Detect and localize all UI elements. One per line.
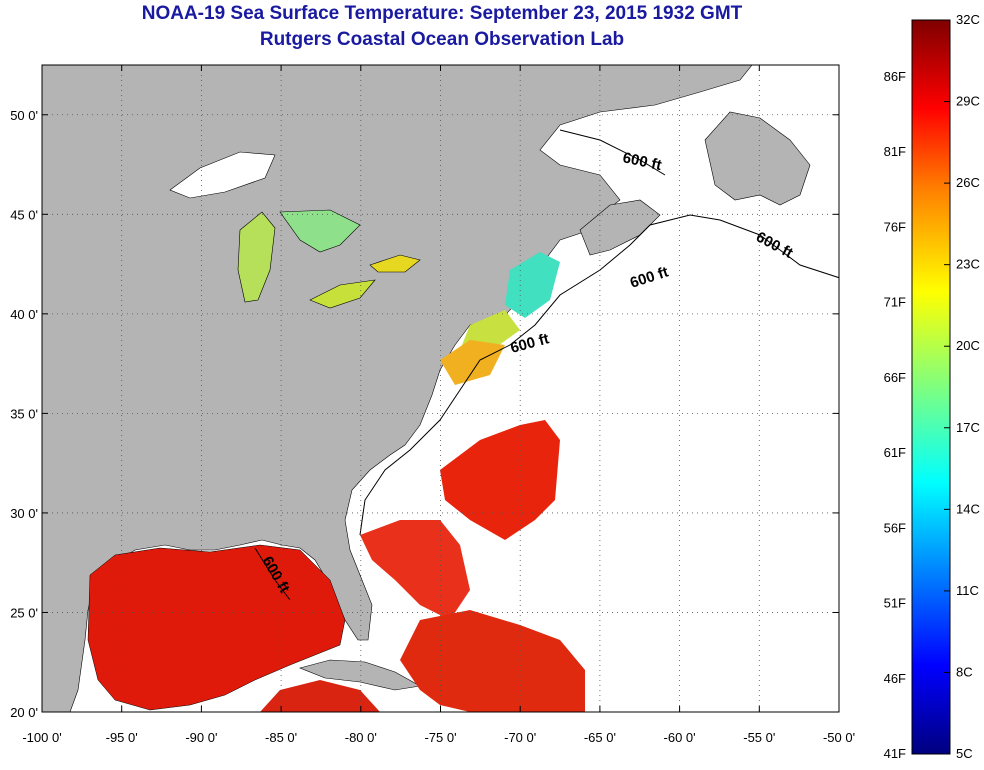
colorbar-fahrenheit-label: 51F — [884, 596, 906, 611]
colorbar-celsius-label: 26C — [956, 175, 980, 190]
latitude-axis: 20 0' 25 0' 30 0' 35 0' 40 0' 45 0' 50 0' — [10, 108, 839, 720]
y-tick-label: 40 0' — [10, 307, 38, 322]
y-tick-label: 45 0' — [10, 207, 38, 222]
map-title: NOAA-19 Sea Surface Temperature: Septemb… — [141, 3, 743, 24]
x-tick-label: -50 0' — [823, 730, 855, 745]
colorbar-fahrenheit-label: 81F — [884, 144, 906, 159]
colorbar-fahrenheit-label: 56F — [884, 520, 906, 535]
colorbar-fahrenheit-label: 86F — [884, 69, 906, 84]
x-tick-label: -90 0' — [185, 730, 217, 745]
contour-600ft — [254, 129, 839, 601]
colorbar-celsius-label: 20C — [956, 338, 980, 353]
y-tick-label: 20 0' — [10, 705, 38, 720]
colorbar-fahrenheit-label: 76F — [884, 219, 906, 234]
colorbar-celsius-label: 17C — [956, 420, 980, 435]
x-tick-label: -70 0' — [504, 730, 536, 745]
colorbar-fahrenheit-label: 61F — [884, 445, 906, 460]
colorbar-celsius-label: 11C — [956, 583, 979, 598]
longitude-axis: -100 0' -95 0' -90 0' -85 0' -80 0' -75 0' -70… — [22, 65, 855, 745]
x-tick-label: -95 0' — [106, 730, 138, 745]
sst-gulf-of-mexico — [87, 544, 346, 711]
land-newfoundland — [704, 111, 811, 206]
colorbar-celsius-label: 23C — [956, 257, 980, 272]
colorbar-celsius-label: 5C — [956, 746, 973, 761]
colorbar-fahrenheit-label: 46F — [884, 671, 906, 686]
colorbar-fahrenheit-label: 71F — [884, 295, 906, 310]
y-tick-label: 30 0' — [10, 506, 38, 521]
y-tick-label: 50 0' — [10, 108, 38, 123]
sst-warm-waters — [260, 420, 585, 712]
colorbar-celsius-label: 14C — [956, 501, 980, 516]
y-tick-label: 35 0' — [10, 406, 38, 421]
colorbar-fahrenheit-label: 41F — [884, 746, 906, 761]
x-tick-label: -75 0' — [424, 730, 456, 745]
x-tick-label: -65 0' — [584, 730, 616, 745]
x-tick-label: -80 0' — [345, 730, 377, 745]
colorbar-celsius-label: 29C — [956, 94, 980, 109]
sst-northeast-waters — [440, 252, 560, 385]
colorbar: 32C 29C 26C 23C 20C 17C 14C 11C 8C 5C 86F 81F 76F 71F… — [884, 12, 980, 761]
colorbar-gradient — [911, 19, 951, 755]
x-tick-label: -55 0' — [743, 730, 775, 745]
colorbar-celsius-label: 8C — [956, 664, 973, 679]
great-lakes — [169, 151, 421, 309]
colorbar-fahrenheit-label: 66F — [884, 370, 906, 385]
map-subtitle: Rutgers Coastal Ocean Observation Lab — [259, 29, 625, 50]
x-tick-label: -60 0' — [664, 730, 696, 745]
x-tick-label: -85 0' — [265, 730, 297, 745]
y-tick-label: 25 0' — [10, 605, 38, 620]
colorbar-celsius-label: 32C — [956, 12, 980, 27]
x-tick-label: -100 0' — [22, 730, 61, 745]
